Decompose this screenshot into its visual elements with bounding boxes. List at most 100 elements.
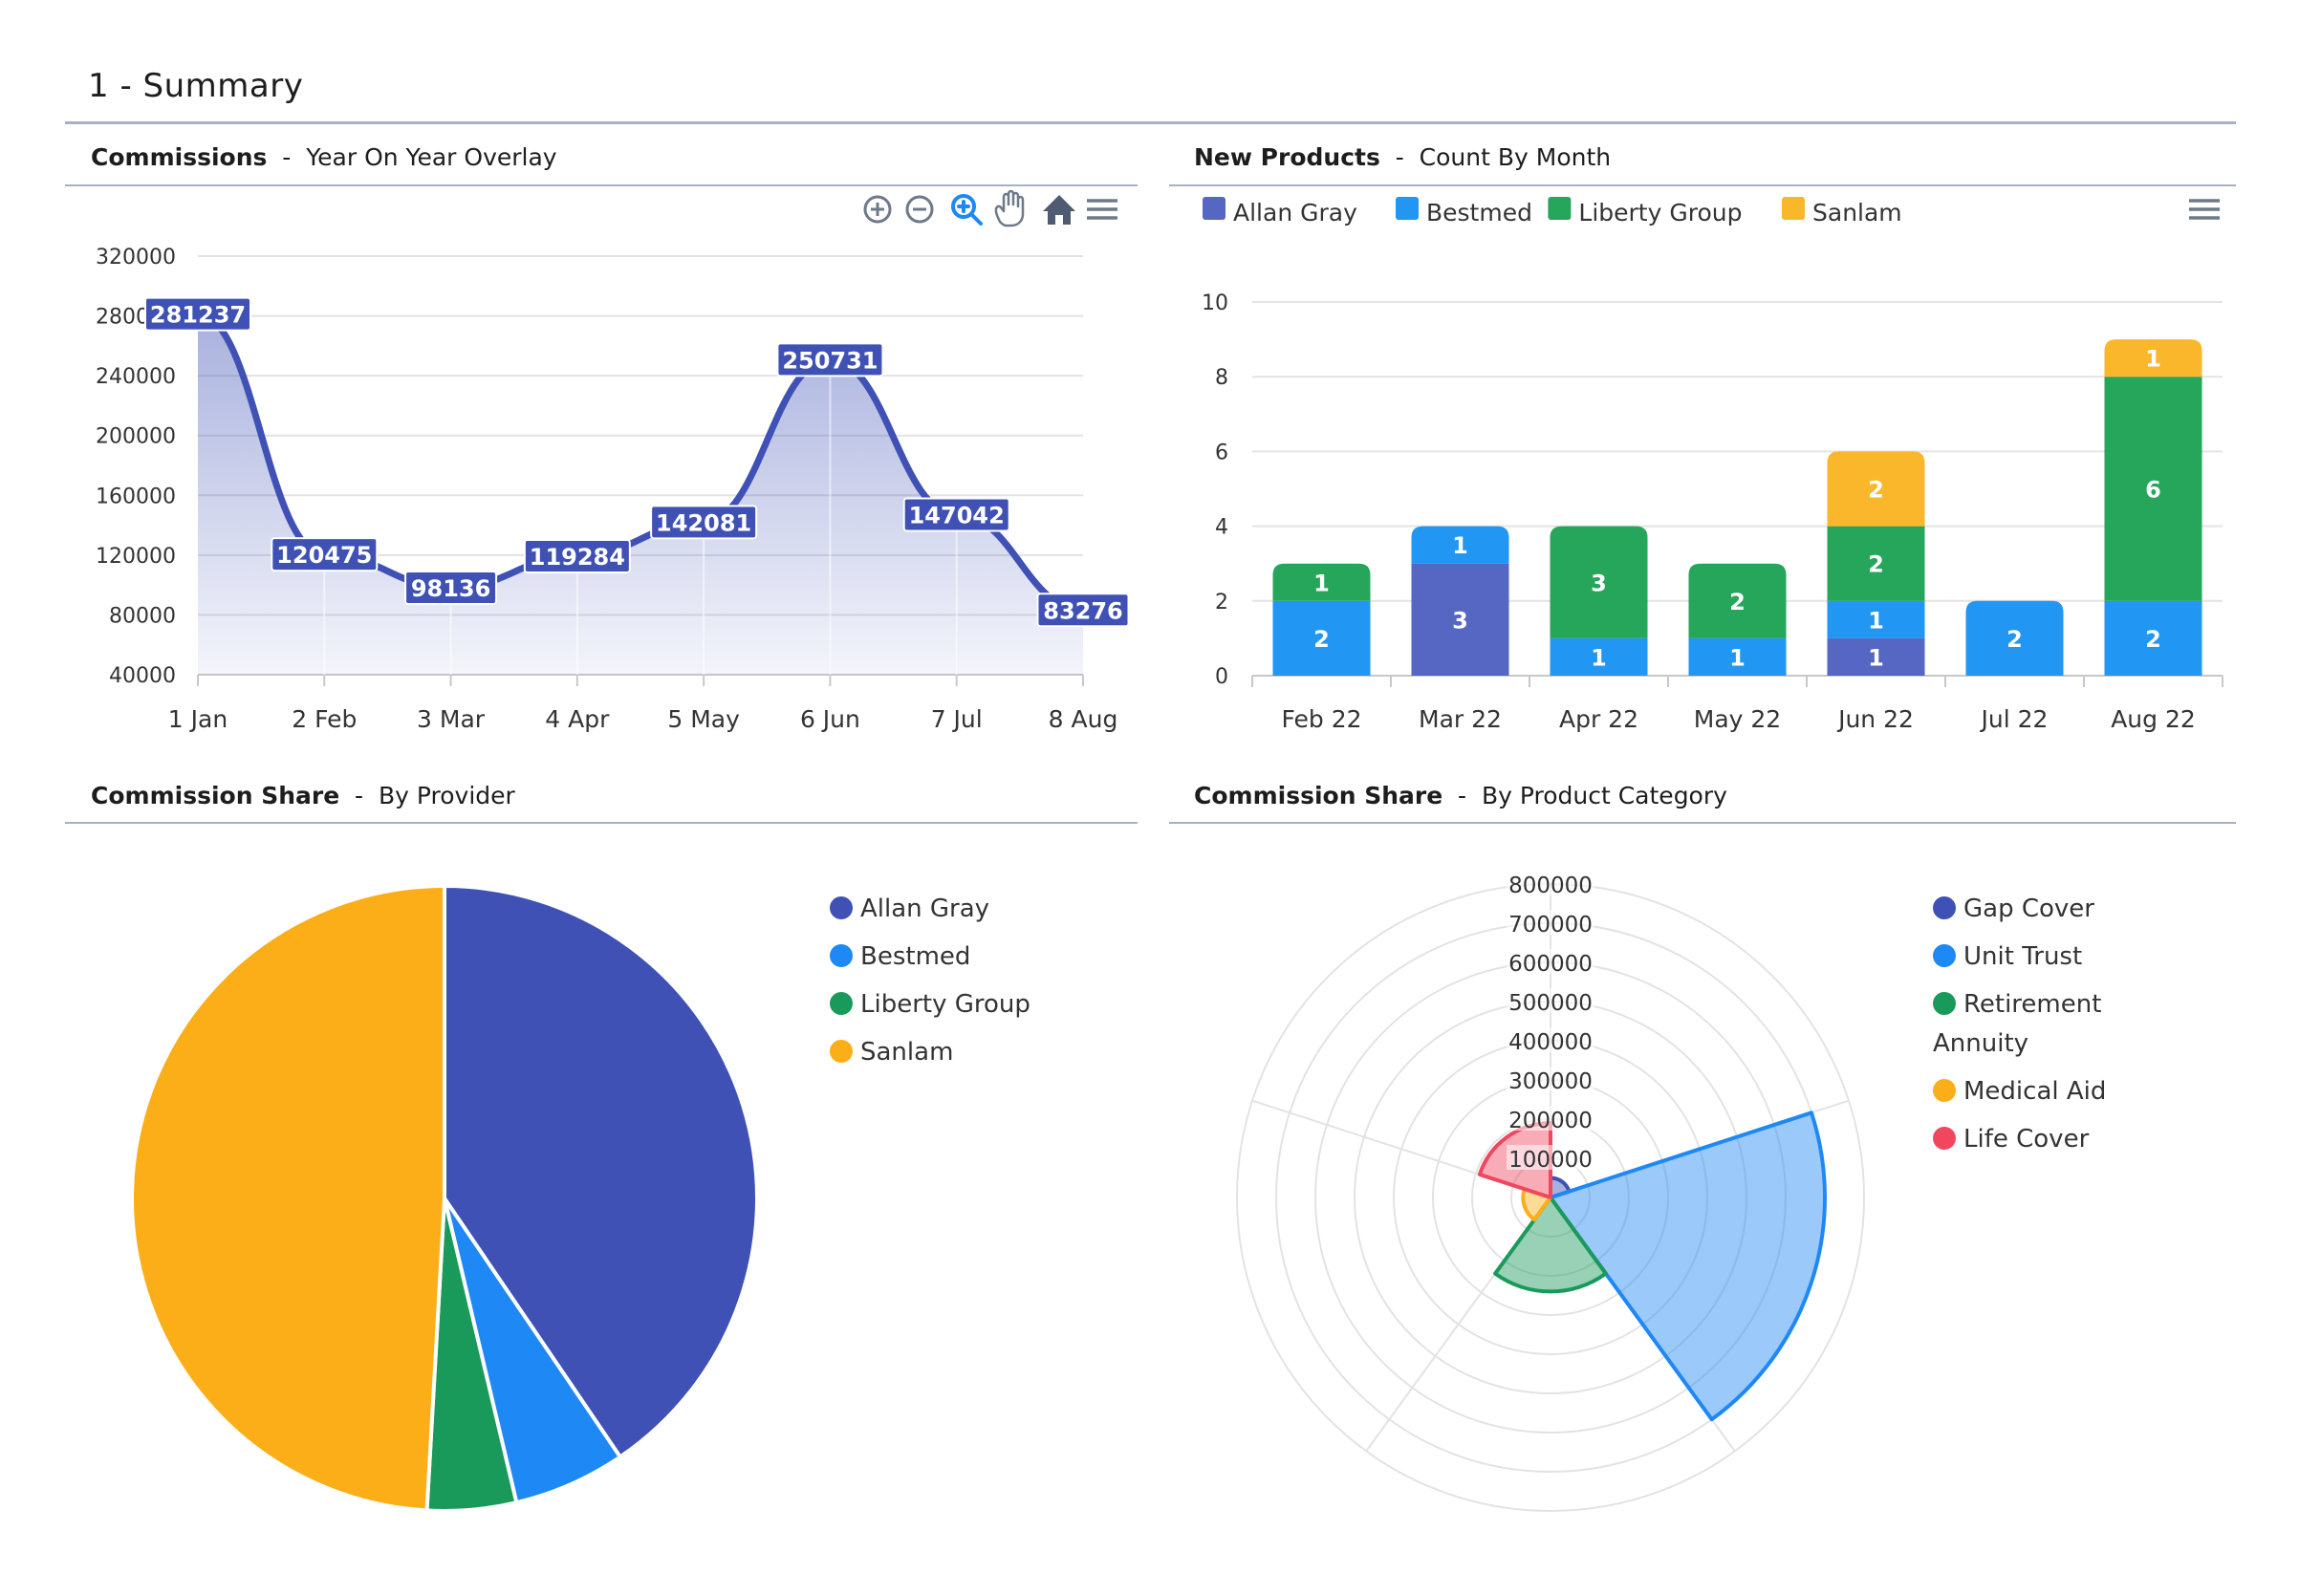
x-tick-label: Jul 22 xyxy=(1980,705,2049,733)
legend-item[interactable]: Medical Aid xyxy=(1933,1077,2106,1106)
y-tick-label: 80000 xyxy=(109,604,176,628)
legend-swatch xyxy=(1203,197,1225,220)
zoom-in-plus xyxy=(871,203,884,216)
r-tick-label: 800000 xyxy=(1508,873,1593,898)
bar-value-label: 1 xyxy=(1452,532,1468,559)
legend-label: Annuity xyxy=(1933,1029,2028,1058)
r-tick-label: 600000 xyxy=(1508,952,1593,977)
legend-item[interactable]: Liberty Group xyxy=(1548,197,1742,226)
bar-segment[interactable] xyxy=(1688,563,1787,638)
r-tick-label: 200000 xyxy=(1508,1109,1593,1133)
legend-item[interactable]: Unit Trust xyxy=(1933,942,2082,971)
data-label-box xyxy=(1036,593,1130,628)
data-label-text: 147042 xyxy=(909,503,1005,529)
y-tick-label: 0 xyxy=(1215,665,1228,689)
bar-stack[interactable]: 2 6 1 xyxy=(2104,339,2202,676)
r-tick-label: 300000 xyxy=(1508,1069,1593,1094)
bar-segment[interactable] xyxy=(1411,563,1509,676)
legend-marker xyxy=(1933,1079,1956,1102)
bar-stack[interactable]: 31 xyxy=(1411,526,1509,676)
bar-segment[interactable] xyxy=(1827,526,1925,601)
bar-segment[interactable] xyxy=(2104,339,2202,377)
x-tick-label: 2 Feb xyxy=(292,705,357,733)
bar-stack[interactable]: 2 xyxy=(1965,600,2064,676)
legend-item[interactable]: Liberty Group xyxy=(830,990,1030,1019)
legend-item[interactable]: Bestmed xyxy=(1396,197,1532,226)
data-label-text: 142081 xyxy=(656,509,751,536)
data-label: 147042 xyxy=(902,497,1010,532)
pie-slice[interactable] xyxy=(129,883,446,1513)
bar-value-label: 2 xyxy=(1868,551,1884,578)
r-tick-bg xyxy=(1507,988,1594,1013)
r-tick-bg xyxy=(1507,949,1594,974)
bar-segment[interactable] xyxy=(1272,563,1371,601)
y-tick-label: 40000 xyxy=(109,664,176,688)
bar-segment[interactable] xyxy=(1550,637,1648,676)
bar-segment[interactable] xyxy=(1411,526,1509,564)
by-category-title: Commission Share xyxy=(1194,782,1443,809)
bar-stack[interactable]: 13 xyxy=(1550,526,1648,676)
r-tick-label: 400000 xyxy=(1508,1030,1593,1055)
menu-icon[interactable] xyxy=(2189,199,2220,220)
polar-sector[interactable] xyxy=(1493,1196,1608,1294)
bar-segment[interactable] xyxy=(1550,526,1648,638)
zoom-out-icon[interactable] xyxy=(905,195,934,224)
legend-item[interactable]: Gap Cover xyxy=(1933,895,2094,923)
y-tick-label: 160000 xyxy=(96,485,176,508)
legend-item[interactable]: Sanlam xyxy=(830,1038,953,1067)
x-tick-label: Feb 22 xyxy=(1281,705,1361,733)
legend-item[interactable]: Allan Gray xyxy=(1203,197,1357,226)
home-icon[interactable] xyxy=(1043,195,1075,225)
bar-segment[interactable] xyxy=(1965,600,2064,676)
bar-stack[interactable]: 21 xyxy=(1272,563,1371,676)
menu-icon[interactable] xyxy=(1087,199,1117,220)
legend-item[interactable]: Allan Gray xyxy=(830,895,989,923)
bar-stack[interactable]: 12 xyxy=(1688,563,1787,676)
x-tick-label: 7 Jul xyxy=(931,705,983,733)
x-tick-label: 3 Mar xyxy=(417,705,486,733)
data-label-text: 83276 xyxy=(1043,597,1123,624)
by-category-header: Commission Share - By Product Category xyxy=(1194,782,1727,809)
legend-marker xyxy=(1933,1127,1956,1150)
r-tick-bg xyxy=(1507,871,1594,895)
bar-segment[interactable] xyxy=(2104,377,2202,601)
zoom-select-icon[interactable] xyxy=(951,194,983,226)
commissions-divider xyxy=(65,184,1138,186)
y-tick-label: 6 xyxy=(1215,441,1228,464)
bar-value-label: 6 xyxy=(2145,477,2161,504)
legend-swatch xyxy=(1548,197,1572,220)
bar-segment[interactable] xyxy=(2104,600,2202,676)
by-provider-chart: Allan Gray Bestmed Liberty Group Sanlam xyxy=(129,883,1030,1513)
commissions-title: Commissions xyxy=(91,143,268,171)
x-tick-label: May 22 xyxy=(1694,705,1781,733)
y-tick-label: 10 xyxy=(1202,291,1228,315)
pan-icon[interactable] xyxy=(994,189,1025,227)
by-category-divider xyxy=(1169,822,2236,824)
bar-value-label: 3 xyxy=(1591,570,1607,596)
menu-lines xyxy=(1087,199,1117,220)
legend-item[interactable]: Sanlam xyxy=(1782,197,1902,226)
menu-lines xyxy=(2189,199,2220,220)
by-provider-title: Commission Share xyxy=(91,782,340,809)
data-label: 83276 xyxy=(1036,593,1130,628)
r-tick-bg xyxy=(1507,1106,1594,1131)
zoom-select-handle xyxy=(957,200,983,226)
zoom-in-icon[interactable] xyxy=(863,195,892,224)
legend-label: Life Cover xyxy=(1963,1125,2090,1154)
bar-stack[interactable]: 1 1 2 2 xyxy=(1827,451,1925,676)
legend-item[interactable]: Life Cover xyxy=(1933,1125,2090,1154)
bar-value-label: 1 xyxy=(1591,644,1607,671)
polar-sector[interactable] xyxy=(1549,1111,1827,1422)
bar-segment[interactable] xyxy=(1827,637,1925,676)
legend-item[interactable]: Retirement Annuity xyxy=(1933,990,2101,1058)
bar-segment[interactable] xyxy=(1688,637,1787,676)
legend-item[interactable]: Bestmed xyxy=(830,942,970,971)
pie-slice[interactable] xyxy=(443,883,759,1460)
bar-segment[interactable] xyxy=(1827,451,1925,527)
x-tick-label: Apr 22 xyxy=(1559,705,1638,733)
new-products-legend: Allan Gray Bestmed Liberty Group Sanlam xyxy=(1203,197,1902,226)
bar-segment[interactable] xyxy=(1827,600,1925,638)
bar-segment[interactable] xyxy=(1272,600,1371,676)
y-tick-label: 200000 xyxy=(96,425,176,449)
